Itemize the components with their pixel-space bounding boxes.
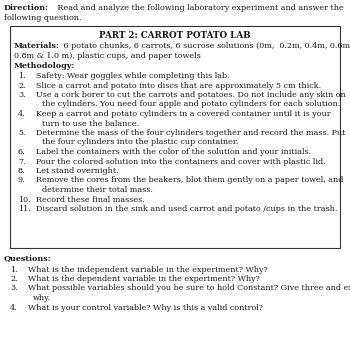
Text: Methodology:: Methodology: [14,61,75,70]
Text: Questions:: Questions: [4,254,52,262]
Text: 9.: 9. [18,177,26,184]
Text: Direction:: Direction: [4,4,49,12]
Text: What is your control variable? Why is this a valid control?: What is your control variable? Why is th… [28,303,263,311]
Text: why.: why. [33,294,51,302]
Text: Label the containers with the color of the solution and your initials.: Label the containers with the color of t… [36,148,311,156]
Text: Use a cork borer to cut the carrots and potatoes. Do not include any skin on: Use a cork borer to cut the carrots and … [36,91,346,99]
Text: 6.: 6. [18,148,26,156]
Text: PART 2: CARROT POTATO LAB: PART 2: CARROT POTATO LAB [99,31,251,40]
Text: Remove the cores from the beakers, blot them gently on a paper towel, and: Remove the cores from the beakers, blot … [36,177,343,184]
Text: Keep a carrot and potato cylinders in a covered container until it is your: Keep a carrot and potato cylinders in a … [36,110,331,118]
Text: 1.: 1. [10,266,18,273]
Text: 4.: 4. [10,303,18,311]
Bar [10,26,340,248]
Text: Pour the colored solution into the containers and cover with plastic lid.: Pour the colored solution into the conta… [36,158,326,165]
Text: Discard solution in the sink and used carrot and potato /cups in the trash.: Discard solution in the sink and used ca… [36,205,337,213]
Text: 4.: 4. [18,110,26,118]
Text: 6 potato chunks, 6 carrots, 6 sucrose solutions (0m,  0.2m, 0.4m, 0.6m,: 6 potato chunks, 6 carrots, 6 sucrose so… [61,43,350,50]
Text: 3.: 3. [10,284,18,293]
Text: Determine the mass of the four cylinders together and record the mass. Put: Determine the mass of the four cylinders… [36,129,345,137]
Text: Record these final masses.: Record these final masses. [36,195,145,204]
Text: following question.: following question. [4,14,82,21]
Text: Slice a carrot and potato into discs that are approximately 5 cm thick.: Slice a carrot and potato into discs tha… [36,81,321,89]
Text: 0.8m & 1.0 m), plastic cups, and paper towels: 0.8m & 1.0 m), plastic cups, and paper t… [14,52,201,60]
Text: 10.: 10. [18,195,31,204]
Text: What is the independent variable in the experiment? Why?: What is the independent variable in the … [28,266,268,273]
Text: What possible variables should you be sure to hold Constant? Give three and expl: What possible variables should you be su… [28,284,350,293]
Text: 5.: 5. [18,129,26,137]
Text: 1.: 1. [18,72,26,80]
Text: Safety: Wear goggles while completing this lab.: Safety: Wear goggles while completing th… [36,72,230,80]
Text: the cylinders. You need four apple and potato cylinders for each solution.: the cylinders. You need four apple and p… [42,101,340,108]
Text: What is the dependent variable in the experiment? Why?: What is the dependent variable in the ex… [28,275,260,283]
Text: Read and analyze the following laboratory experiment and answer the: Read and analyze the following laborator… [55,4,344,12]
Text: 8.: 8. [18,167,26,175]
Text: 11.: 11. [18,205,31,213]
Text: 3.: 3. [18,91,26,99]
Text: turn to use the balance.: turn to use the balance. [42,119,139,128]
Text: determine their total mass.: determine their total mass. [42,186,153,194]
Text: Materials:: Materials: [14,43,60,50]
Text: 7.: 7. [18,158,26,165]
Text: the four cylinders into the plastic cup container.: the four cylinders into the plastic cup … [42,138,238,147]
Text: 2.: 2. [10,275,18,283]
Text: 2.: 2. [18,81,26,89]
Text: Let stand overnight.: Let stand overnight. [36,167,119,175]
